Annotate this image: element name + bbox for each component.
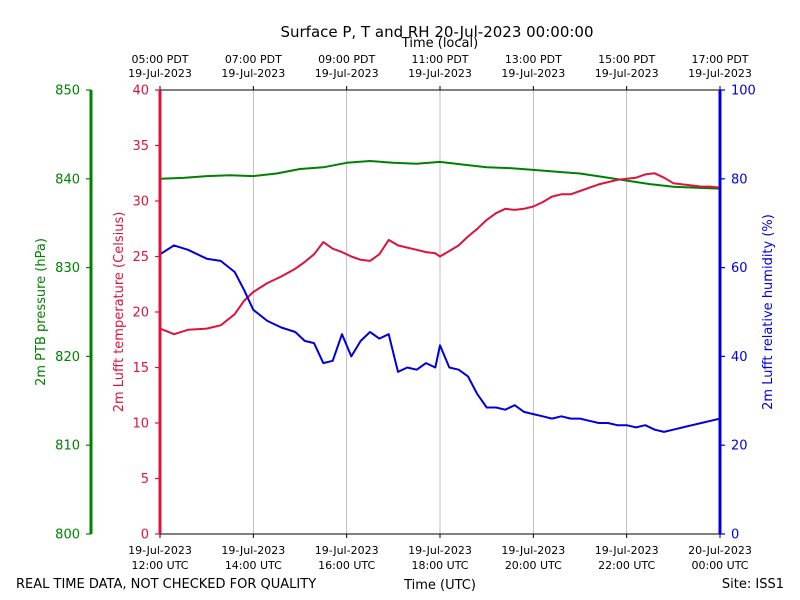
humidity-tick-label-4: 80 bbox=[731, 172, 748, 187]
bottom-tick-date-5: 19-Jul-2023 bbox=[595, 544, 659, 557]
top-tick-time-3: 11:00 PDT bbox=[411, 53, 468, 66]
temperature-tick-label-1: 5 bbox=[141, 472, 149, 487]
bottom-tick-date-0: 19-Jul-2023 bbox=[128, 544, 192, 557]
bottom-tick-time-0: 12:00 UTC bbox=[131, 559, 188, 572]
bottom-tick-date-2: 19-Jul-2023 bbox=[315, 544, 379, 557]
bottom-tick-time-6: 00:00 UTC bbox=[691, 559, 748, 572]
humidity-tick-label-0: 0 bbox=[731, 528, 739, 543]
temperature-tick-label-7: 35 bbox=[132, 139, 149, 154]
pressure-tick-label-1: 810 bbox=[55, 439, 80, 454]
pressure-tick-label-0: 800 bbox=[55, 528, 80, 543]
top-tick-date-6: 19-Jul-2023 bbox=[688, 67, 752, 80]
temperature-tick-label-0: 0 bbox=[141, 528, 149, 543]
top-tick-time-4: 13:00 PDT bbox=[505, 53, 562, 66]
top-axis-title: Time (local) bbox=[401, 36, 478, 51]
humidity-series-line bbox=[159, 244, 721, 433]
temperature-tick-label-5: 25 bbox=[132, 250, 149, 265]
temperature-tick-label-4: 20 bbox=[132, 306, 149, 321]
humidity-tick-label-5: 100 bbox=[731, 84, 756, 99]
series-lines bbox=[159, 160, 721, 433]
chart-title: Surface P, T and RH 20-Jul-2023 00:00:00 bbox=[280, 23, 593, 41]
gridlines bbox=[252, 90, 628, 534]
bottom-tick-date-6: 20-Jul-2023 bbox=[688, 544, 752, 557]
top-tick-date-2: 19-Jul-2023 bbox=[315, 67, 379, 80]
temperature-tick-label-2: 10 bbox=[132, 417, 149, 432]
humidity-tick-label-1: 20 bbox=[731, 439, 748, 454]
bottom-tick-date-3: 19-Jul-2023 bbox=[408, 544, 472, 557]
pressure-tick-label-3: 830 bbox=[55, 261, 80, 276]
temperature-tick-label-3: 15 bbox=[132, 361, 149, 376]
bottom-tick-time-2: 16:00 UTC bbox=[318, 559, 375, 572]
temperature-axis-label: 2m Lufft temperature (Celsius) bbox=[112, 212, 127, 413]
top-tick-date-3: 19-Jul-2023 bbox=[408, 67, 472, 80]
top-tick-time-1: 07:00 PDT bbox=[225, 53, 282, 66]
bottom-tick-time-1: 14:00 UTC bbox=[225, 559, 282, 572]
top-tick-date-0: 19-Jul-2023 bbox=[128, 67, 192, 80]
humidity-axis-label: 2m Lufft relative humidity (%) bbox=[761, 214, 776, 410]
pressure-tick-label-2: 820 bbox=[55, 350, 80, 365]
top-tick-date-4: 19-Jul-2023 bbox=[501, 67, 565, 80]
top-tick-date-5: 19-Jul-2023 bbox=[595, 67, 659, 80]
bottom-tick-time-4: 20:00 UTC bbox=[505, 559, 562, 572]
humidity-tick-label-3: 60 bbox=[731, 261, 748, 276]
axes: 19-Jul-2023 12:00 UTC 19-Jul-2023 14:00 UTC… bbox=[34, 53, 776, 572]
pressure-tick-label-5: 850 bbox=[55, 84, 80, 99]
pressure-axis-label: 2m PTB pressure (hPa) bbox=[34, 238, 49, 386]
top-tick-time-5: 15:00 PDT bbox=[598, 53, 655, 66]
temperature-tick-label-6: 30 bbox=[132, 195, 149, 210]
bottom-tick-date-1: 19-Jul-2023 bbox=[221, 544, 285, 557]
humidity-tick-label-2: 40 bbox=[731, 350, 748, 365]
quality-disclaimer: REAL TIME DATA, NOT CHECKED FOR QUALITY bbox=[16, 577, 316, 592]
top-tick-time-0: 05:00 PDT bbox=[131, 53, 188, 66]
site-label: Site: ISS1 bbox=[722, 577, 784, 592]
temperature-series-line bbox=[159, 172, 721, 336]
bottom-tick-date-4: 19-Jul-2023 bbox=[501, 544, 565, 557]
top-tick-date-1: 19-Jul-2023 bbox=[221, 67, 285, 80]
bottom-tick-time-5: 22:00 UTC bbox=[598, 559, 655, 572]
top-tick-time-6: 17:00 PDT bbox=[691, 53, 748, 66]
top-tick-time-2: 09:00 PDT bbox=[318, 53, 375, 66]
bottom-tick-time-3: 18:00 UTC bbox=[411, 559, 468, 572]
bottom-axis-title: Time (UTC) bbox=[403, 578, 476, 593]
pressure-series-line bbox=[159, 160, 721, 190]
pressure-tick-label-4: 840 bbox=[55, 172, 80, 187]
temperature-tick-label-8: 40 bbox=[132, 84, 149, 99]
